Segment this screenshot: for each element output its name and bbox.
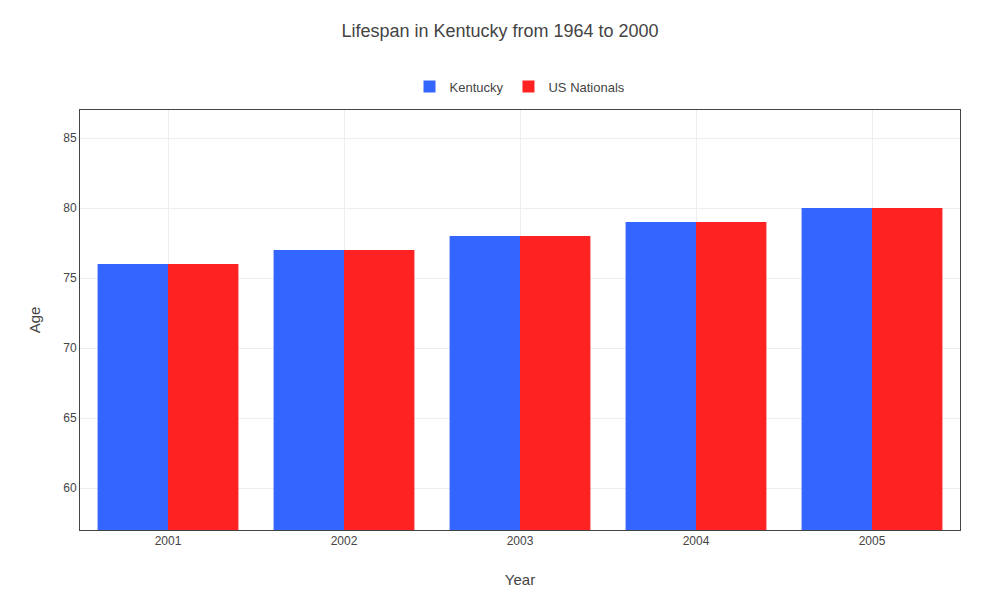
svg-text:75: 75 (63, 271, 77, 285)
svg-text:Year: Year (505, 571, 535, 588)
svg-text:2003: 2003 (507, 534, 534, 548)
svg-text:Lifespan in Kentucky from 1964: Lifespan in Kentucky from 1964 to 2000 (341, 21, 658, 41)
svg-text:85: 85 (63, 131, 77, 145)
svg-text:US Nationals: US Nationals (548, 80, 624, 95)
svg-text:2002: 2002 (331, 534, 358, 548)
svg-text:2001: 2001 (155, 534, 182, 548)
svg-text:Kentucky: Kentucky (450, 80, 504, 95)
svg-text:2005: 2005 (859, 534, 886, 548)
svg-text:65: 65 (63, 411, 77, 425)
svg-text:Age: Age (26, 307, 43, 334)
svg-text:2004: 2004 (683, 534, 710, 548)
svg-text:60: 60 (63, 481, 77, 495)
svg-text:70: 70 (63, 341, 77, 355)
svg-text:80: 80 (63, 201, 77, 215)
